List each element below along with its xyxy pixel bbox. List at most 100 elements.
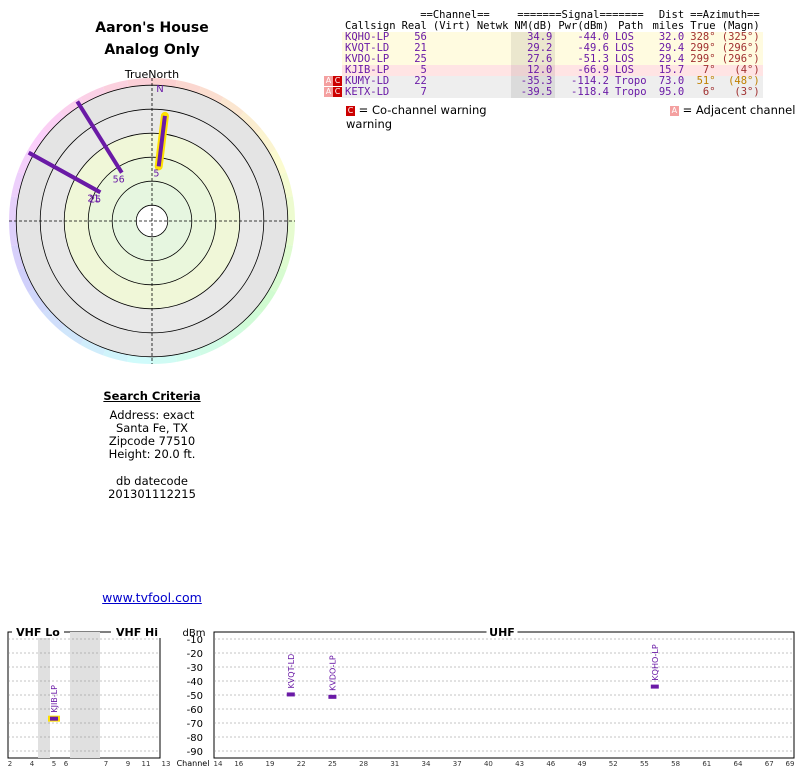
x-tick-label: 61 [702, 760, 711, 768]
nm-cell: 34.9 [511, 32, 556, 43]
x-tick-label: 11 [142, 760, 151, 768]
azimuth-true-cell: 299° [690, 53, 716, 65]
x-tick-label: 7 [104, 760, 108, 768]
col-netwk: Netwk [476, 20, 509, 32]
x-axis-label: Channel [177, 759, 210, 768]
x-tick-label: 2 [8, 760, 12, 768]
network-cell [474, 65, 512, 76]
network-cell [474, 43, 512, 54]
azimuth-true-cell: 7° [702, 64, 716, 76]
callsign-cell: KJIB-LP [345, 64, 390, 76]
y-tick-label: -20 [187, 649, 203, 660]
x-tick-label: 22 [297, 760, 306, 768]
x-tick-label: 4 [30, 760, 35, 768]
adjacent-warning-badge: A [324, 87, 333, 97]
x-tick-label: 31 [390, 760, 399, 768]
cochannel-warning-badge: C [333, 87, 342, 97]
cochannel-warning-badge: C [333, 76, 342, 86]
page-title: Aaron's House [95, 20, 209, 36]
signal-callsign-label: KVDO-LP [328, 655, 337, 691]
x-tick-label: 67 [765, 760, 774, 768]
x-tick-label: 37 [453, 760, 462, 768]
signal-group-header: =======Signal======= [517, 9, 644, 21]
power-cell: -49.6 [577, 42, 609, 54]
nm-cell: -35.3 [511, 76, 556, 87]
warning-legend: C = Co-channel warning A = Adjacent chan… [346, 103, 800, 131]
azimuth-true-cell: 299° [690, 42, 716, 54]
virt-channel-cell [430, 87, 474, 98]
adjacent-warning-badge: A [324, 76, 333, 86]
path-cell: LOS [614, 42, 634, 54]
y-tick-label: -30 [187, 663, 203, 674]
warning-cell [324, 43, 342, 54]
azimuth-magn-cell: (3°) [734, 86, 760, 98]
azimuth-group-header: ==Azimuth== [690, 9, 760, 21]
station-channel-label: 25 [89, 194, 101, 205]
real-channel-cell: 5 [420, 64, 427, 76]
azimuth-true-cell: 51° [696, 75, 716, 87]
signal-bar [286, 692, 295, 697]
network-cell [474, 76, 512, 87]
criteria-city: Santa Fe, TX [115, 421, 189, 435]
spectrum-chart: VHF Lo VHF Hi UHF dBm-10 -20 -30 -40 -50 -60 -70 -… [7, 624, 795, 768]
cochannel-legend-text: = Co-channel warning [358, 103, 487, 117]
azimuth-magn-cell: (296°) [721, 42, 760, 54]
criteria-zip: Zipcode 77510 [108, 434, 196, 448]
distance-cell: 29.4 [658, 42, 685, 54]
y-tick-label: -70 [187, 719, 203, 730]
nm-cell: 12.0 [511, 65, 556, 76]
real-channel-cell: 22 [414, 75, 427, 87]
warning-cell [324, 32, 342, 43]
search-criteria-heading: Search Criteria [103, 389, 201, 403]
distance-cell: 29.4 [658, 53, 685, 65]
warning-cell [324, 65, 342, 76]
y-tick-label: -50 [187, 691, 203, 702]
real-channel-cell: 56 [414, 31, 427, 43]
callsign-cell: KETX-LD [345, 86, 390, 98]
callsign-cell: KVQT-LD [345, 42, 390, 54]
virt-channel-cell [430, 43, 474, 54]
station-channel-label: 56 [113, 175, 125, 186]
x-tick-label: 55 [640, 760, 649, 768]
x-tick-label: 5 [52, 760, 56, 768]
x-tick-label: 6 [64, 760, 69, 768]
network-cell [474, 32, 512, 43]
callsign-cell: KUMY-LD [345, 75, 390, 87]
station-bearing-line [75, 100, 124, 174]
x-tick-label: 49 [578, 760, 587, 768]
real-channel-cell: 25 [414, 53, 427, 65]
x-tick-label: 13 [162, 760, 171, 768]
table-row: A C KUMY-LD 22 -35.3 -114.2 Tropo 73.0 51° (48°) [324, 76, 763, 87]
station-table: ==Channel== =======Signal======= Dist ==… [324, 10, 763, 98]
azimuth-true-cell: 6° [702, 86, 716, 98]
station-bearing-line [156, 115, 167, 167]
db-datecode-value: 201301112215 [108, 487, 196, 501]
distance-cell: 32.0 [658, 31, 685, 43]
vhf-hi-panel-label-bg [111, 624, 163, 638]
station-channel-label: 21 [87, 193, 99, 204]
distance-cell: 15.7 [658, 64, 685, 76]
azimuth-magn-cell: (48°) [728, 75, 760, 87]
col-nm: NM(dB) [514, 20, 553, 32]
path-cell: Tropo [614, 75, 647, 87]
station-channel-label: 5 [153, 168, 159, 179]
adjacent-legend-text: = Adjacent channel warning [346, 103, 796, 131]
x-tick-label: 25 [328, 760, 337, 768]
real-channel-cell: 7 [420, 86, 427, 98]
azimuth-true-cell: 328° [690, 31, 716, 43]
network-cell [474, 87, 512, 98]
warning-cell [324, 54, 342, 65]
virt-channel-cell [430, 76, 474, 87]
col-pwr: Pwr(dBm) [558, 20, 609, 32]
polar-north-label: N [156, 84, 163, 95]
network-cell [474, 54, 512, 65]
tvfool-link[interactable]: www.tvfool.com [102, 590, 202, 605]
table-header-row: Callsign Real (Virt) Netwk NM(dB) Pwr(dB… [324, 21, 763, 32]
y-tick-label: -90 [187, 747, 203, 758]
table-row: KJIB-LP 5 12.0 -66.9 LOS 15.7 7° (4°) [324, 65, 763, 76]
col-true: True [690, 20, 716, 32]
nm-cell: -39.5 [511, 87, 556, 98]
true-north-label: TrueNorth [124, 68, 180, 81]
col-real: Real [401, 20, 427, 32]
